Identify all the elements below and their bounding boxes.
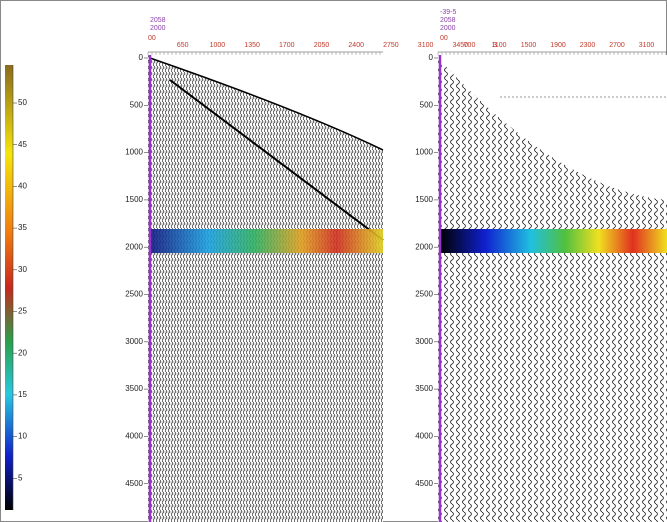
colorbar-label: 5 (18, 473, 23, 482)
y-label: 0 (139, 53, 144, 62)
right-section: -39-5 2058 2000 (438, 9, 667, 522)
y-label: 3500 (125, 384, 143, 393)
header: 2058 (440, 17, 456, 24)
y-label: 4500 (125, 479, 143, 488)
mute-zone (440, 55, 667, 200)
x-label: 650 (177, 42, 189, 49)
y-label: 3000 (415, 337, 433, 346)
x-label: 1500 (521, 42, 537, 49)
colorbar-label: 45 (18, 140, 27, 149)
y-label: 2500 (125, 290, 143, 299)
y-label: 1500 (125, 195, 143, 204)
colorbar-label: 35 (18, 223, 27, 232)
x-label: 1900 (550, 42, 566, 49)
colorbar-label: 30 (18, 265, 27, 274)
x-label: 00 (148, 35, 156, 42)
header: 2000 (440, 25, 456, 32)
colorbar-label: 20 (18, 348, 27, 357)
x-label: 2750 (383, 42, 399, 49)
y-label: 3000 (125, 337, 143, 346)
x-label: 2700 (609, 42, 625, 49)
y-label: 3500 (415, 384, 433, 393)
y-label: 4000 (125, 432, 143, 441)
colorbar-label: 25 (18, 307, 27, 316)
y-label: 500 (420, 100, 434, 109)
x-label: 3 (493, 42, 497, 49)
y-label: 1000 (125, 148, 143, 157)
y-label: 2500 (415, 290, 433, 299)
x-label: 1350 (244, 42, 260, 49)
x-label: 3100 (418, 42, 434, 49)
first-break (149, 57, 384, 151)
y-label: 4000 (415, 432, 433, 441)
colorbar-label: 10 (18, 432, 27, 441)
y-label: 1000 (415, 148, 433, 157)
colorbar-label: 50 (18, 98, 27, 107)
x-label: 1700 (279, 42, 295, 49)
header: 2058 (150, 17, 166, 24)
x-label: 700 (464, 42, 476, 49)
color-band (150, 229, 383, 253)
y-label: 500 (130, 100, 144, 109)
y-label: 2000 (415, 242, 433, 251)
x-label: 2400 (348, 42, 364, 49)
x-label: 3100 (639, 42, 655, 49)
x-label: 3450 (453, 42, 469, 49)
colorbar-label: 40 (18, 182, 27, 191)
x-label: 2300 (580, 42, 596, 49)
colorbar (5, 65, 13, 510)
left-section: 2058 2000 (148, 17, 384, 522)
header: 2000 (150, 25, 166, 32)
x-label: 2050 (314, 42, 330, 49)
colorbar-label: 15 (18, 390, 27, 399)
y-label: 2000 (125, 242, 143, 251)
y-label: 4500 (415, 479, 433, 488)
x-label: 1100 (491, 42, 506, 49)
mute-zone (150, 55, 383, 150)
event (169, 79, 384, 241)
x-label: 1000 (210, 42, 226, 49)
y-label: 1500 (415, 195, 433, 204)
color-band (440, 229, 667, 253)
y-label: 0 (429, 53, 434, 62)
x-label: 00 (440, 35, 448, 42)
tag: -39-5 (440, 9, 456, 16)
